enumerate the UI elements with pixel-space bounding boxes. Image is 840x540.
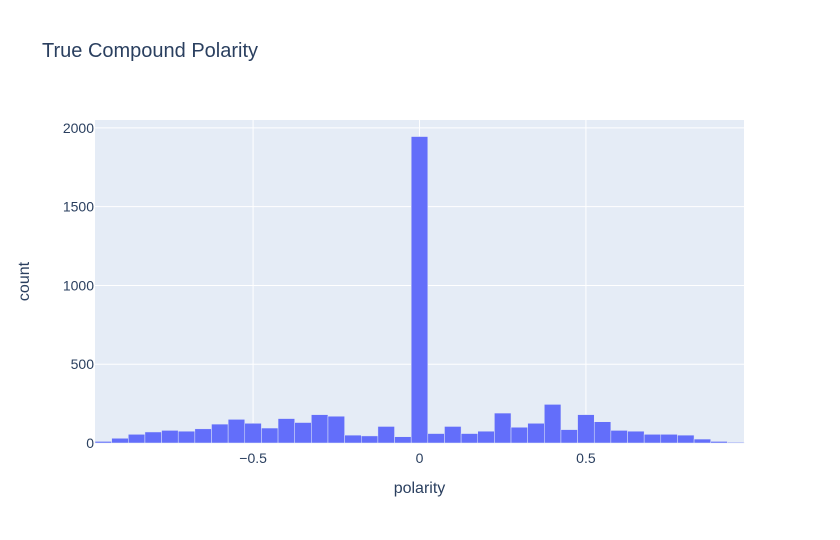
histogram-bar [427,433,445,444]
histogram-bar [377,426,395,444]
x-axis-ticks: −0.5 0 0.5 [239,450,596,466]
histogram-bar [244,423,262,444]
histogram-bar [610,430,628,444]
histogram-bar [211,423,229,444]
histogram-bar [194,428,212,444]
histogram-bar [344,434,362,444]
y-tick-label: 2000 [63,120,94,136]
histogram-bar [593,421,612,444]
x-tick-label: 0 [416,450,424,466]
histogram-bar [693,438,711,444]
histogram-bar [128,434,146,444]
histogram-bar [294,422,312,444]
histogram-bar [710,441,728,444]
histogram-bar [677,434,695,444]
histogram-bar [494,412,512,444]
histogram-bar [311,414,329,444]
histogram-bar [660,434,678,444]
histogram-bar [643,434,662,444]
histogram-bar [444,426,462,444]
bars [94,136,745,444]
x-tick-label: 0.5 [576,450,596,466]
histogram-bar [111,438,129,444]
x-axis-title: polarity [394,480,446,497]
histogram-bar [144,431,162,444]
histogram-bar [560,429,578,444]
chart-title: True Compound Polarity [42,40,259,62]
histogram-bar [361,435,379,444]
x-tick-label: −0.5 [239,450,267,466]
histogram-bar [527,423,545,444]
y-tick-label: 1000 [63,277,94,293]
histogram-bar [727,441,745,444]
histogram-bar [544,404,562,444]
histogram-bar [577,414,595,444]
y-tick-label: 500 [71,356,95,372]
histogram-bar [177,430,196,444]
histogram-bar [227,419,246,444]
y-tick-label: 1500 [63,199,94,215]
histogram-bar [94,441,112,444]
histogram-bar [277,418,295,444]
histogram-bar [161,430,179,444]
histogram-bar [460,433,478,444]
histogram-bar [477,430,495,444]
y-tick-label: 0 [86,435,94,451]
histogram-bar [410,136,429,444]
y-axis-ticks: 0 500 1000 1500 2000 [63,120,94,451]
histogram-bar [327,415,345,444]
histogram-bar [510,426,528,444]
histogram-bar [627,430,645,444]
histogram-bar [394,436,412,444]
y-axis-title: count [16,261,33,301]
histogram-bar [261,427,279,444]
